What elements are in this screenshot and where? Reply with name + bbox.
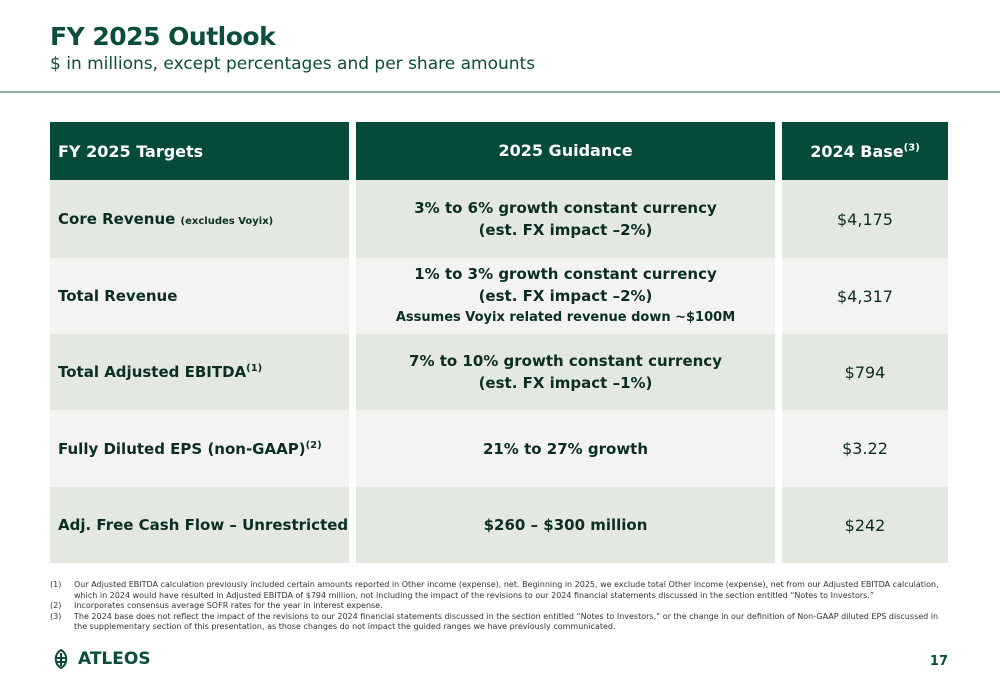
- base-cell: $4,175: [782, 180, 948, 258]
- footnote-marker: (1): [50, 580, 62, 589]
- guidance-cell: 1% to 3% growth constant currency (est. F…: [356, 258, 775, 334]
- row-label: Adj. Free Cash Flow – Unrestricted: [58, 516, 348, 534]
- row-label: Fully Diluted EPS (non-GAAP)(2): [58, 440, 322, 458]
- header-text: FY 2025 Targets: [58, 141, 204, 161]
- page-number: 17: [929, 654, 948, 669]
- footnote-marker: (2): [50, 601, 62, 610]
- header-cell: 2025 Guidance: [356, 122, 775, 180]
- label-text: Fully Diluted EPS (non-GAAP): [58, 439, 306, 458]
- guidance-line: (est. FX impact –2%): [478, 287, 653, 305]
- footnote-marker: (3): [50, 611, 62, 621]
- base-value: $3.22: [842, 439, 888, 458]
- base-value: $4,175: [837, 209, 893, 229]
- guidance-line: Assumes Voyix related revenue down ~$100…: [395, 310, 736, 325]
- footnote-text: The 2024 base does not reflect the impac…: [74, 611, 939, 632]
- row-label: Total Revenue: [58, 287, 177, 305]
- subtitle: $ in millions, except percentages and pe…: [50, 54, 536, 74]
- header-cell: FY 2025 Targets: [50, 122, 349, 180]
- header-cell: 2024 Base(3): [782, 122, 948, 180]
- guidance-cell: $260 – $300 million: [356, 487, 775, 563]
- footnote-text: Our Adjusted EBITDA calculation previous…: [74, 580, 939, 600]
- logo-text: ATLEOS: [78, 649, 151, 669]
- title: FY 2025 Outlook: [50, 22, 276, 51]
- guidance-line: 21% to 27% growth: [482, 439, 649, 458]
- row-label-cell: Total Adjusted EBITDA(1): [50, 334, 349, 410]
- label-note: (excludes Voyix): [180, 216, 274, 227]
- label-text: Total Revenue: [58, 287, 178, 305]
- base-value: $794: [844, 362, 886, 382]
- footnote-text: Incorporates consensus average SOFR rate…: [74, 601, 383, 610]
- row-label-cell: Fully Diluted EPS (non-GAAP)(2): [50, 410, 349, 487]
- guidance-cell: 21% to 27% growth: [356, 410, 775, 487]
- guidance-cell: 7% to 10% growth constant currency (est. …: [356, 334, 775, 410]
- base-cell: $794: [782, 334, 948, 410]
- divider: [0, 91, 1000, 93]
- base-value: $242: [844, 515, 886, 535]
- header-line: FY 2025 Targets: [58, 142, 203, 161]
- base-value: $4,317: [837, 286, 893, 306]
- guidance-line: 7% to 10% growth constant currency: [409, 352, 722, 370]
- label-sup: (1): [246, 363, 263, 374]
- row-label: Total Adjusted EBITDA(1): [58, 363, 262, 381]
- guidance-line: (est. FX impact –1%): [478, 374, 653, 392]
- base-cell: $3.22: [782, 410, 948, 487]
- base-cell: $242: [782, 487, 948, 563]
- row-label-cell: Adj. Free Cash Flow – Unrestricted: [50, 487, 349, 563]
- guidance-line: 3% to 6% growth constant currency: [414, 199, 717, 217]
- footnotes: (1) Our Adjusted EBITDA calculation previ…: [50, 580, 945, 633]
- header-line: 2024 Base(3): [810, 142, 920, 161]
- label-text: Adj. Free Cash Flow – Unrestricted: [58, 516, 349, 534]
- guidance-line: (est. FX impact –2%): [478, 221, 653, 239]
- label-sup: (2): [305, 439, 322, 451]
- label-text: Total Adjusted EBITDA: [58, 363, 247, 381]
- logo: ATLEOS: [50, 648, 151, 670]
- header-text: 2024 Base: [810, 141, 904, 161]
- header-text: 2025 Guidance: [498, 141, 633, 160]
- header-line: 2025 Guidance: [498, 140, 632, 162]
- guidance-line: 1% to 3% growth constant currency: [414, 265, 717, 283]
- label-text: Core Revenue: [58, 210, 176, 228]
- row-label-cell: Total Revenue: [50, 258, 349, 334]
- footnote: (2) Incorporates consensus average SOFR r…: [50, 601, 945, 612]
- guidance-line: $260 – $300 million: [483, 516, 648, 534]
- logo-icon: [54, 648, 68, 670]
- row-label-cell: Core Revenue (excludes Voyix): [50, 180, 349, 258]
- base-cell: $4,317: [782, 258, 948, 334]
- footnote: (1) Our Adjusted EBITDA calculation previ…: [50, 580, 945, 601]
- footnote: (3) The 2024 base does not reflect the im…: [50, 612, 945, 633]
- header-sup: (3): [903, 142, 920, 154]
- guidance-cell: 3% to 6% growth constant currency (est. F…: [356, 180, 775, 258]
- row-label: Core Revenue (excludes Voyix): [58, 210, 273, 228]
